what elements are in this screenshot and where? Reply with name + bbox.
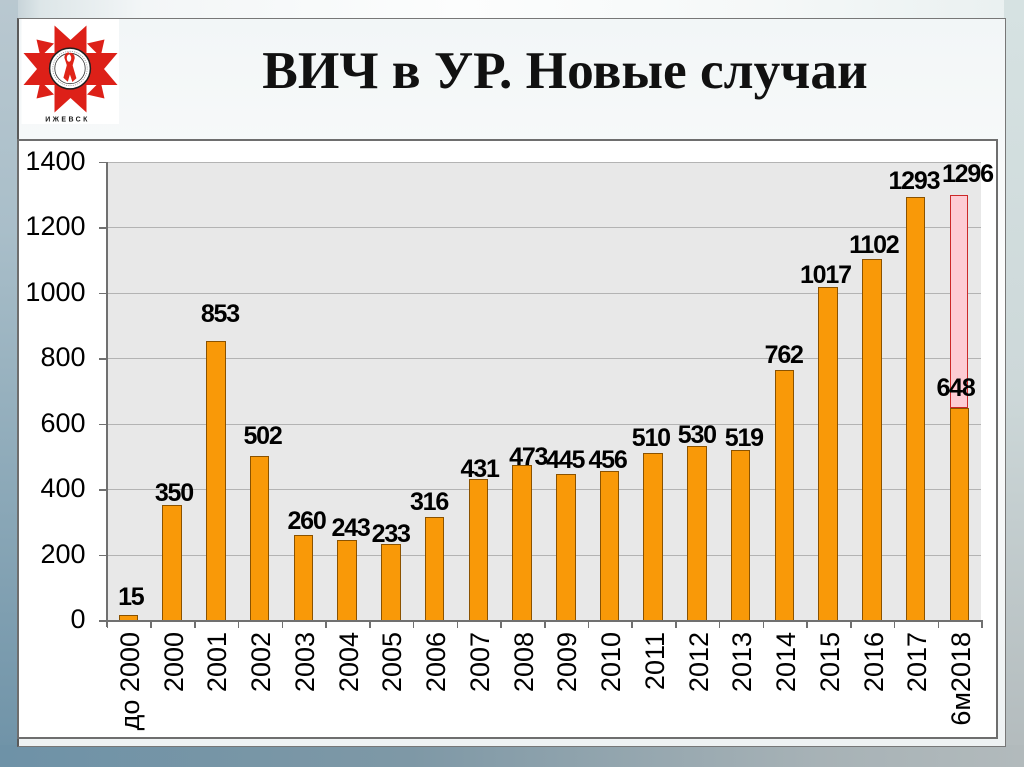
svg-text:ИЖЕВСК: ИЖЕВСК <box>45 117 90 124</box>
